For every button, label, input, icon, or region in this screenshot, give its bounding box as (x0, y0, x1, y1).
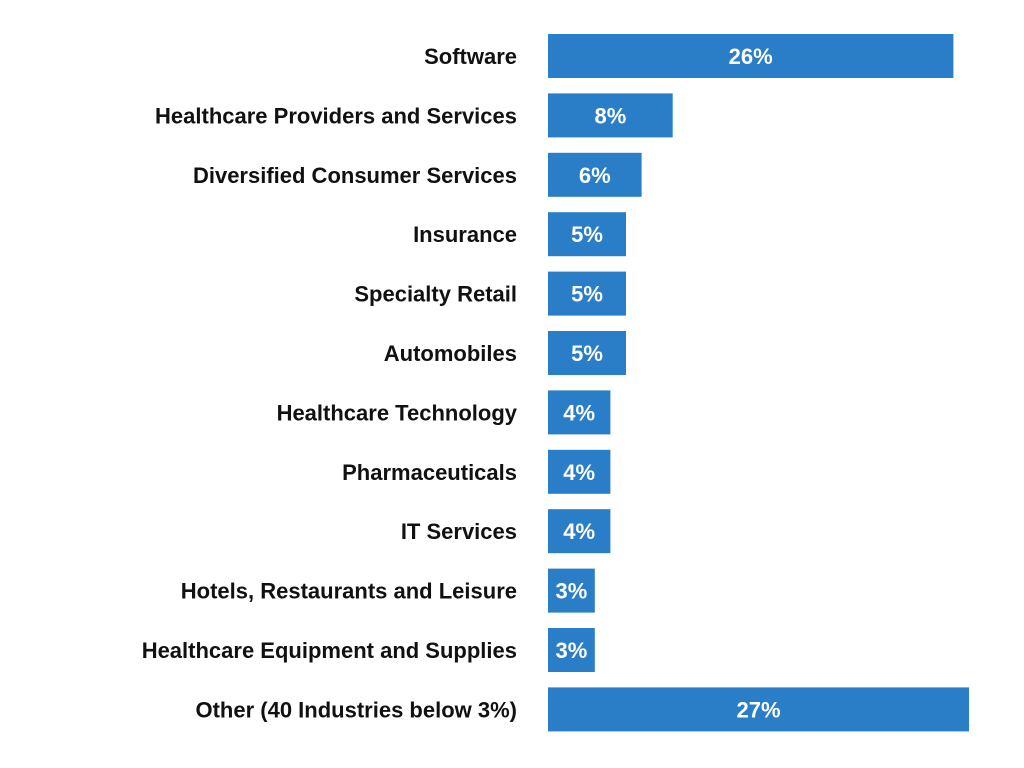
bar-value-label-6: 4% (563, 400, 595, 425)
bar-value-label-1: 8% (595, 103, 627, 128)
bar-4 (548, 271, 626, 316)
bars-layer (548, 34, 969, 732)
bar-value-label-4: 5% (571, 282, 603, 307)
category-label-8: IT Services (401, 519, 517, 544)
bar-value-label-0: 26% (729, 44, 773, 69)
bar-9 (548, 568, 595, 613)
bar-11 (548, 687, 969, 732)
category-labels-layer: Software Healthcare Providers and Service… (142, 44, 518, 722)
bar-value-label-9: 3% (556, 579, 588, 604)
bar-6 (548, 390, 611, 435)
bar-value-label-3: 5% (571, 222, 603, 247)
category-label-9: Hotels, Restaurants and Leisure (181, 579, 517, 604)
category-label-3: Insurance (413, 222, 517, 247)
bar-10 (548, 628, 595, 672)
bar-5 (548, 331, 626, 375)
category-label-4: Specialty Retail (354, 282, 517, 307)
category-label-0: Software (424, 44, 517, 69)
bar-3 (548, 212, 626, 257)
bar-value-label-11: 27% (736, 697, 780, 722)
bar-value-label-5: 5% (571, 341, 603, 366)
value-labels-layer: 26% 8% 6% 5% 5% 5% 4% 4% 4% 3% 3% 27% (556, 44, 781, 722)
bar-8 (548, 509, 611, 554)
bar-value-label-2: 6% (579, 163, 611, 188)
bar-7 (548, 449, 611, 494)
category-label-11: Other (40 Industries below 3%) (195, 697, 517, 722)
bar-value-label-8: 4% (563, 519, 595, 544)
category-label-1: Healthcare Providers and Services (155, 103, 517, 128)
bar-value-label-7: 4% (563, 460, 595, 485)
bar-0 (548, 34, 954, 78)
category-label-7: Pharmaceuticals (342, 460, 517, 485)
category-label-6: Healthcare Technology (277, 400, 518, 425)
bar-value-label-10: 3% (556, 638, 588, 663)
category-label-5: Automobiles (384, 341, 517, 366)
category-label-10: Healthcare Equipment and Supplies (142, 638, 517, 663)
category-label-2: Diversified Consumer Services (193, 163, 517, 188)
bar-1 (548, 93, 673, 138)
bar-2 (548, 152, 642, 197)
